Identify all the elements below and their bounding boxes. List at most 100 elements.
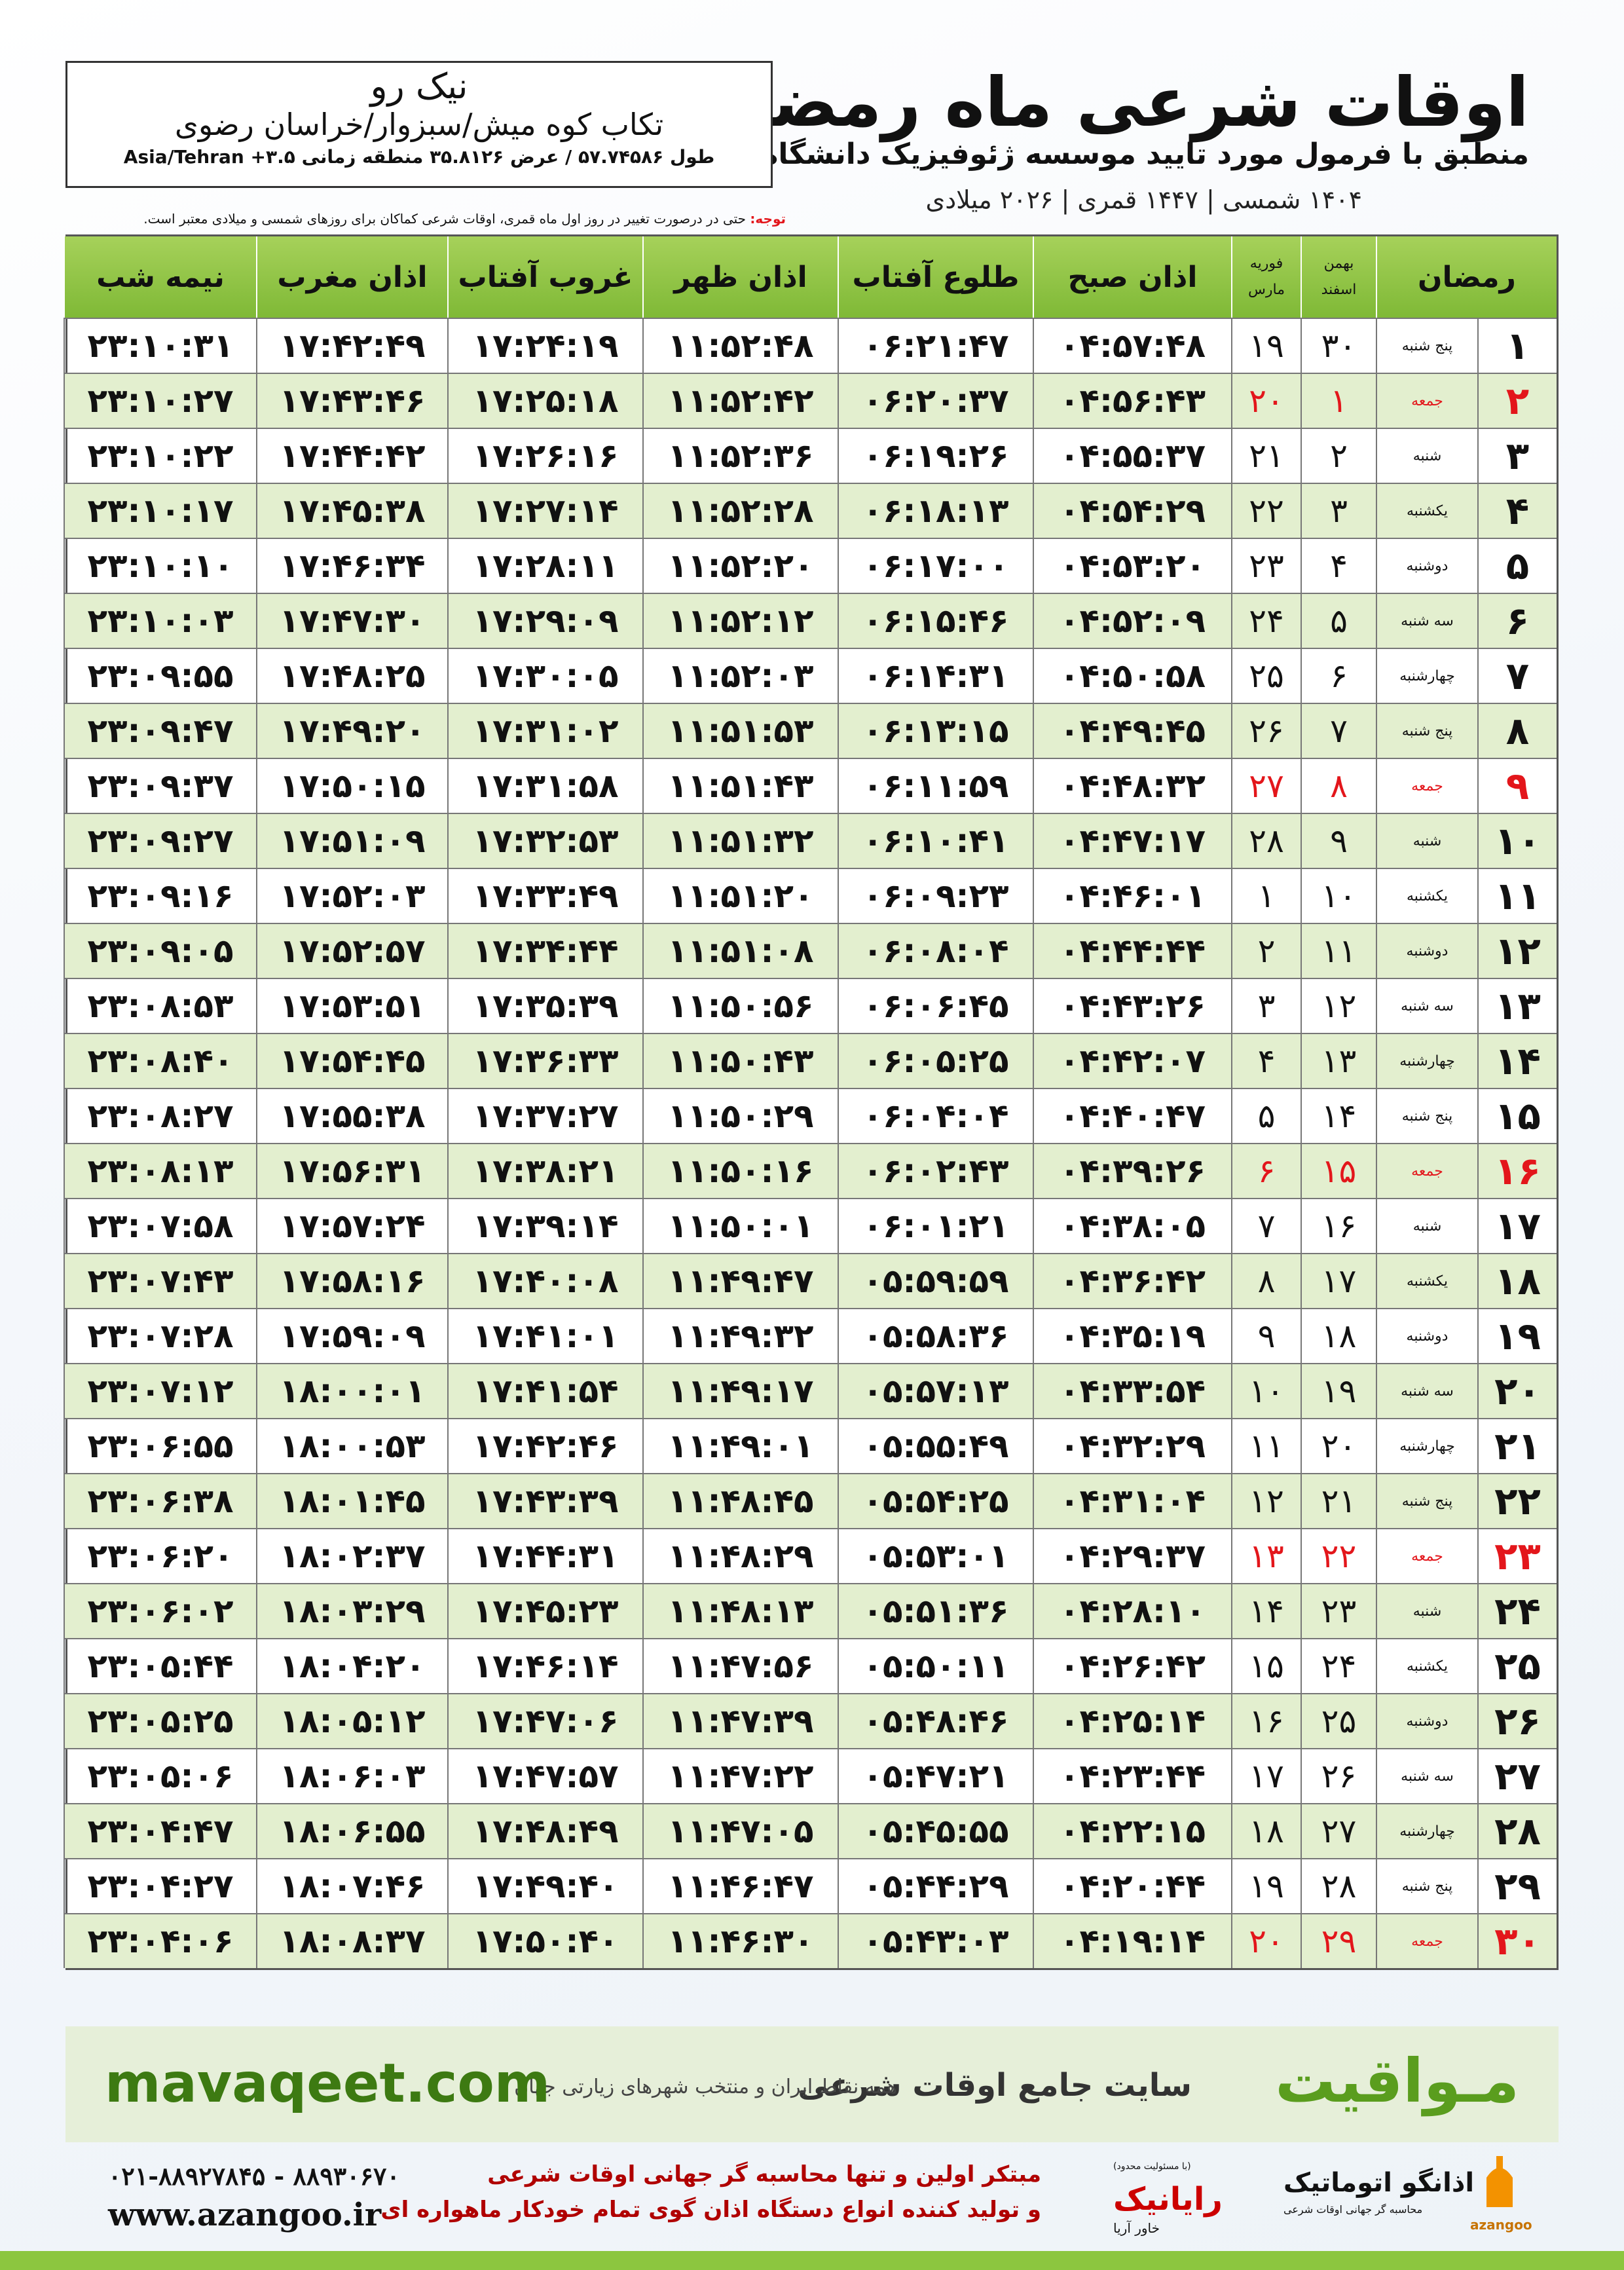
location-name: نیک رو (370, 65, 468, 107)
table-cell: ۲۴ (1477, 1583, 1557, 1638)
table-cell: ۲۰ (1231, 1913, 1301, 1968)
table-cell: ۱۸:۰۷:۴۶ (256, 1858, 447, 1913)
table-cell: ۱۷:۴۰:۰۸ (447, 1253, 642, 1308)
table-cell: ۱۳ (1477, 978, 1557, 1033)
table-cell: ۱۸:۰۸:۳۷ (256, 1913, 447, 1968)
table-cell: ۰۴:۲۹:۳۷ (1033, 1528, 1231, 1583)
table-cell: ۰۵:۴۵:۵۵ (838, 1803, 1033, 1858)
table-cell: ۳۰ (1477, 1913, 1557, 1968)
table-cell: جمعه (1376, 373, 1477, 428)
table-cell: ۱۷:۲۴:۱۹ (447, 318, 642, 373)
table-cell: ۲۹ (1477, 1858, 1557, 1913)
table-cell: ۱۱:۴۸:۴۵ (642, 1473, 838, 1528)
table-cell: ۲۳ (1301, 1583, 1376, 1638)
table-cell: ۰۴:۳۳:۵۴ (1033, 1363, 1231, 1418)
table-cell: ۱۷:۴۷:۰۶ (447, 1693, 642, 1748)
table-cell: ۷ (1301, 703, 1376, 758)
table-cell: ۲۱ (1301, 1473, 1376, 1528)
table-cell: ۱۱:۴۶:۴۷ (642, 1858, 838, 1913)
table-cell: ۲۳:۰۵:۰۶ (64, 1748, 256, 1803)
table-cell: ۲۳:۱۰:۲۲ (64, 428, 256, 483)
table-cell: پنج شنبه (1376, 318, 1477, 373)
table-cell: ۸ (1301, 758, 1376, 813)
table-cell: ۱۷:۴۴:۳۱ (447, 1528, 642, 1583)
footer-line: مبتکر اولین و تنها محاسبه گر جهانی اوقات… (487, 2161, 1041, 2187)
table-cell: ۰۶:۰۴:۰۴ (838, 1088, 1033, 1143)
table-cell: ۱۷ (1477, 1198, 1557, 1253)
column-header-line: بهمن (1323, 255, 1354, 272)
table-cell: ۲ (1477, 373, 1557, 428)
table-cell: ۲۳ (1477, 1528, 1557, 1583)
table-cell: چهارشنبه (1376, 1803, 1477, 1858)
table-cell: ۱۱:۵۲:۴۲ (642, 373, 838, 428)
table-cell: ۱۶ (1301, 1198, 1376, 1253)
table-cell: ۱۷ (1231, 1748, 1301, 1803)
table-cell: ۲۷ (1477, 1748, 1557, 1803)
table-cell: ۲۳:۱۰:۱۷ (64, 483, 256, 538)
table-cell: ۲۴ (1231, 593, 1301, 648)
phone: ۰۲۱-۸۸۹۲۷۸۴۵ - ۸۸۹۳۰۶۷۰ (108, 2161, 400, 2191)
table-cell: ۱۱ (1301, 923, 1376, 978)
table-cell: ۱۷:۵۱:۰۹ (256, 813, 447, 868)
table-cell: ۲۶ (1231, 703, 1301, 758)
column-header: بهمن اسفند (1301, 236, 1376, 318)
table-cell: ۱۱ (1231, 1418, 1301, 1473)
table-cell: ۱۱:۴۹:۰۱ (642, 1418, 838, 1473)
prayer-table: رمضان بهمن اسفند فوریه مارس اذان صبح طلوع آفتا… (64, 234, 1559, 1970)
table-cell: ۱۸:۰۶:۵۵ (256, 1803, 447, 1858)
table-cell: ۲ (1231, 923, 1301, 978)
table-cell: ۲۱ (1477, 1418, 1557, 1473)
table-cell: ۱۱:۵۱:۴۳ (642, 758, 838, 813)
table-cell: ۰۶:۱۷:۰۰ (838, 538, 1033, 593)
table-cell: ۱۶ (1477, 1143, 1557, 1198)
table-cell: ۲ (1301, 428, 1376, 483)
column-header-line: اذان مغرب (277, 260, 428, 294)
table-cell: ۱۷:۵۲:۰۳ (256, 868, 447, 923)
table-cell: یکشنبه (1376, 483, 1477, 538)
table-cell: ۰۵:۴۷:۲۱ (838, 1748, 1033, 1803)
table-cell: ۰۴:۵۴:۲۹ (1033, 483, 1231, 538)
table-cell: ۲۷ (1231, 758, 1301, 813)
table-cell: ۳ (1301, 483, 1376, 538)
column-header-line: طلوع آفتاب (852, 260, 1020, 294)
table-cell: ۱۷:۲۵:۱۸ (447, 373, 642, 428)
table-cell: ۲۳:۰۸:۱۳ (64, 1143, 256, 1198)
table-cell: جمعه (1376, 1143, 1477, 1198)
table-cell: ۱۵ (1301, 1143, 1376, 1198)
table-cell: ۱۸:۰۳:۲۹ (256, 1583, 447, 1638)
table-cell: ۱۴ (1477, 1033, 1557, 1088)
table-cell: پنج شنبه (1376, 1088, 1477, 1143)
table-cell: ۰۵:۴۸:۴۶ (838, 1693, 1033, 1748)
table-cell: ۱۷:۲۷:۱۴ (447, 483, 642, 538)
table-cell: ۰۵:۵۹:۵۹ (838, 1253, 1033, 1308)
table-cell: ۱۱:۵۰:۵۶ (642, 978, 838, 1033)
table-cell: ۱۷:۴۳:۳۹ (447, 1473, 642, 1528)
table-cell: ۰۶:۰۱:۲۱ (838, 1198, 1033, 1253)
company-sub: خاور آریا (1113, 2220, 1160, 2236)
table-cell: ۳ (1231, 978, 1301, 1033)
table-cell: ۲۳:۰۴:۲۷ (64, 1858, 256, 1913)
table-cell: ۱۲ (1477, 923, 1557, 978)
table-cell: ۱۷:۴۹:۴۰ (447, 1858, 642, 1913)
table-cell: ۰۴:۲۶:۴۲ (1033, 1638, 1231, 1693)
table-cell: شنبه (1376, 428, 1477, 483)
table-cell: ۰۴:۵۶:۴۳ (1033, 373, 1231, 428)
table-cell: ۲۳:۰۹:۳۷ (64, 758, 256, 813)
table-cell: ۲۳:۱۰:۳۱ (64, 318, 256, 373)
table-cell: ۲۶ (1477, 1693, 1557, 1748)
table-cell: ۲۳:۰۶:۵۵ (64, 1418, 256, 1473)
table-cell: ۱۳ (1301, 1033, 1376, 1088)
column-header: نیمه شب (64, 236, 256, 318)
table-cell: ۱۵ (1477, 1088, 1557, 1143)
table-cell: ۱۷:۴۸:۴۹ (447, 1803, 642, 1858)
table-cell: ۱۷:۳۱:۵۸ (447, 758, 642, 813)
table-cell: ۲۳ (1231, 538, 1301, 593)
table-cell: ۲۳:۰۹:۵۵ (64, 648, 256, 703)
table-cell: ۱۰ (1301, 868, 1376, 923)
table-cell: ۱۸:۰۱:۴۵ (256, 1473, 447, 1528)
table-cell: ۱۷:۵۷:۲۴ (256, 1198, 447, 1253)
table-cell: ۰۴:۲۰:۴۴ (1033, 1858, 1231, 1913)
table-cell: ۱۷:۵۴:۴۵ (256, 1033, 447, 1088)
table-cell: ۲۵ (1477, 1638, 1557, 1693)
table-cell: دوشنبه (1376, 923, 1477, 978)
